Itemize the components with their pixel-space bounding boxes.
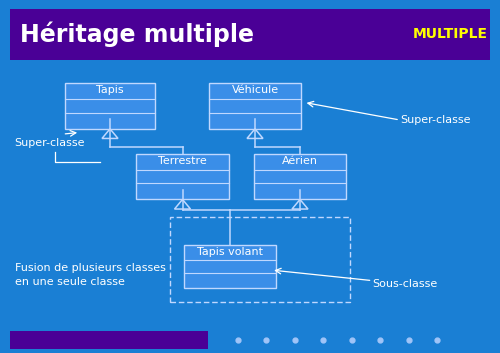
Text: Aérien: Aérien <box>282 156 318 166</box>
Text: Fusion de plusieurs classes
en une seule classe: Fusion de plusieurs classes en une seule… <box>15 263 166 287</box>
FancyBboxPatch shape <box>10 9 490 60</box>
FancyBboxPatch shape <box>136 154 228 199</box>
Text: Terrestre: Terrestre <box>158 156 207 166</box>
Text: MULTIPLE: MULTIPLE <box>412 28 488 41</box>
Text: Super-classe: Super-classe <box>14 138 84 148</box>
Text: Héritage multiple: Héritage multiple <box>20 22 254 47</box>
FancyBboxPatch shape <box>10 331 207 349</box>
Text: Sous-classe: Sous-classe <box>372 279 438 289</box>
Text: Tapis: Tapis <box>96 85 124 95</box>
FancyBboxPatch shape <box>209 83 301 129</box>
FancyBboxPatch shape <box>254 154 346 199</box>
Text: Super-classe: Super-classe <box>400 115 470 125</box>
Text: Véhicule: Véhicule <box>232 85 278 95</box>
Text: Tapis volant: Tapis volant <box>197 247 263 257</box>
FancyBboxPatch shape <box>65 83 155 129</box>
FancyBboxPatch shape <box>184 245 276 288</box>
